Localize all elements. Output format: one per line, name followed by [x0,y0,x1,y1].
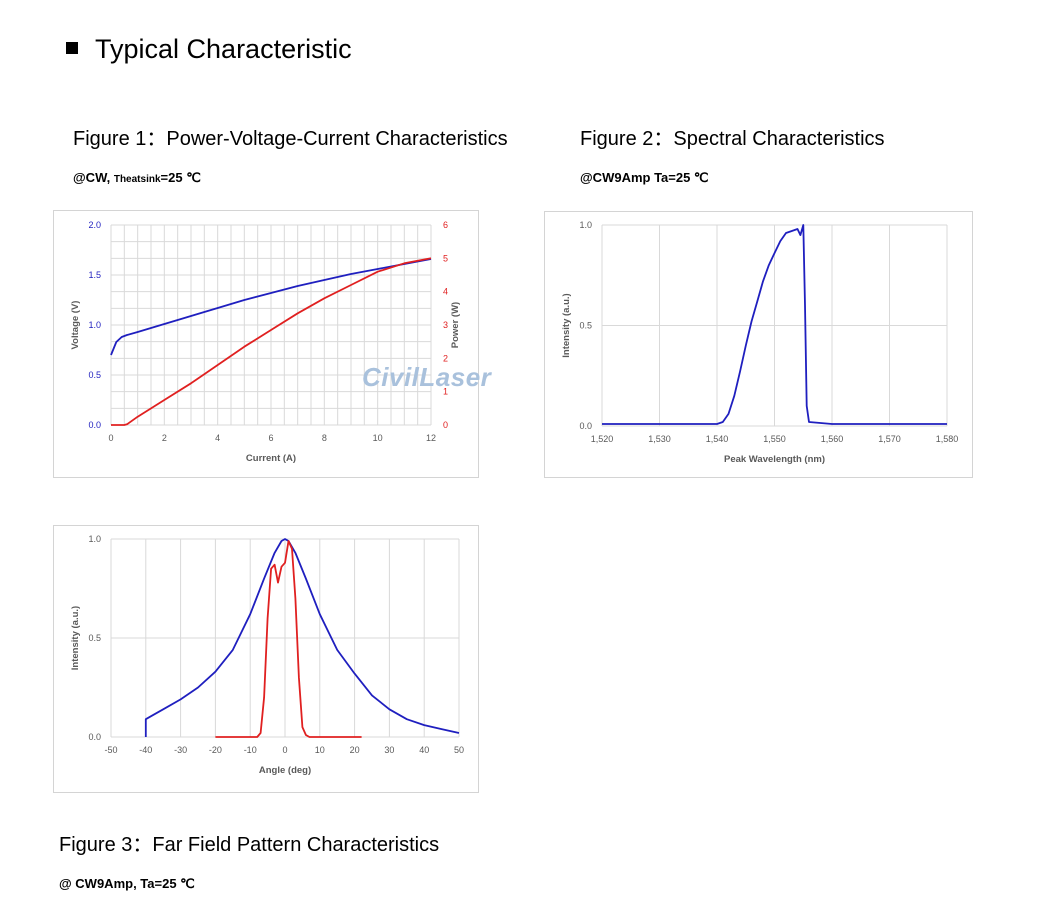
x-tick-label: 2 [162,433,167,443]
grid-lines [601,224,948,427]
series-line-0 [144,538,460,737]
y2-tick-label: 4 [443,287,448,297]
figure1-subtitle-main: @CW, [73,170,114,185]
x-tick-label: -50 [104,745,117,755]
y-tick-label: 0.0 [88,732,101,742]
x-tick-label: 12 [426,433,436,443]
x-tick-label: 6 [268,433,273,443]
section-title: Typical Characteristic [66,34,352,65]
chart2-svg: 1,520 1,530 1,540 1,550 1,560 1,570 1,580 0.0 0.… [561,220,959,465]
y2-tick-label: 0 [443,420,448,430]
x-tick-label: 0 [108,433,113,443]
chart3-panel: -50 -40 -30 -20 -10 0 10 20 30 40 50 0.0 0.5 1.0 Angle… [53,525,479,793]
series-line-power [111,257,432,426]
y-tick-label: 0.5 [88,370,101,380]
y2-tick-label: 5 [443,253,448,263]
y-tick-label: 0.0 [579,421,592,431]
square-bullet-icon [66,41,78,54]
y-tick-label: 2.0 [88,220,101,230]
y-tick-label: 0.5 [579,321,592,331]
chart1-panel: 0 2 4 6 8 10 12 0.0 0.5 1.0 1.5 2.0 0 1 2 3 4 5 6 Current (… [53,210,479,478]
series-line-voltage [110,258,432,356]
y-tick-label: 1.5 [88,270,101,280]
figure1-subtitle-end: =25 ℃ [160,170,201,185]
x-tick-label: 1,530 [648,434,671,444]
x-tick-label: 1,550 [763,434,786,444]
y-tick-label: 0.5 [88,633,101,643]
x-tick-label: -20 [209,745,222,755]
y2-tick-label: 3 [443,320,448,330]
y2-axis-title: Power (W) [450,302,461,348]
y-tick-label: 0.0 [88,420,101,430]
x-axis-title: Current (A) [246,453,296,464]
figure2-subtitle: @CW9Amp Ta=25 ℃ [580,170,709,185]
x-tick-label: 10 [373,433,383,443]
x-axis-title: Angle (deg) [259,765,311,776]
y2-tick-label: 2 [443,353,448,363]
y-tick-label: 1.0 [579,220,592,230]
y2-tick-label: 1 [443,387,448,397]
x-tick-label: 1,570 [878,434,901,444]
y-tick-label: 1.0 [88,534,101,544]
x-tick-label: 10 [315,745,325,755]
x-axis-title: Peak Wavelength (nm) [724,454,825,465]
x-tick-label: 8 [322,433,327,443]
x-tick-label: 1,560 [821,434,844,444]
y-axis-title: Intensity (a.u.) [561,293,572,357]
x-tick-label: -30 [174,745,187,755]
series-line-0 [602,224,947,425]
x-tick-label: 30 [384,745,394,755]
chart3-svg: -50 -40 -30 -20 -10 0 10 20 30 40 50 0.0 0.5 1.0 Angle… [70,534,464,776]
y-tick-label: 1.0 [88,320,101,330]
grid-lines [110,224,432,426]
y2-tick-label: 6 [443,220,448,230]
x-tick-label: 0 [282,745,287,755]
chart2-panel: 1,520 1,530 1,540 1,550 1,560 1,570 1,580 0.0 0.… [544,211,973,478]
figure1-subtitle: @CW, Theatsink=25 ℃ [73,170,201,186]
figure1-title: Figure 1：Power-Voltage-Current Character… [73,128,508,150]
figure3-title: Figure 3：Far Field Pattern Characteristi… [59,834,440,856]
series-line-1 [215,540,362,738]
figure2-title: Figure 2：Spectral Characteristics [580,128,885,150]
figure3-subtitle: @ CW9Amp, Ta=25 ℃ [59,876,195,891]
x-tick-label: 1,520 [591,434,614,444]
x-tick-label: 1,540 [706,434,729,444]
y-axis-title: Intensity (a.u.) [70,606,81,670]
x-tick-label: 4 [215,433,220,443]
section-title-text: Typical Characteristic [95,34,352,64]
x-tick-label: -40 [139,745,152,755]
x-tick-label: 40 [419,745,429,755]
watermark-logo: CivilLaser [362,362,492,392]
grid-lines [110,538,460,738]
x-tick-label: 50 [454,745,464,755]
x-tick-label: 1,580 [936,434,959,444]
figure1-subtitle-small: Theatsink [113,174,161,185]
x-tick-label: -10 [244,745,257,755]
x-tick-label: 20 [350,745,360,755]
y-axis-title: Voltage (V) [70,301,81,350]
